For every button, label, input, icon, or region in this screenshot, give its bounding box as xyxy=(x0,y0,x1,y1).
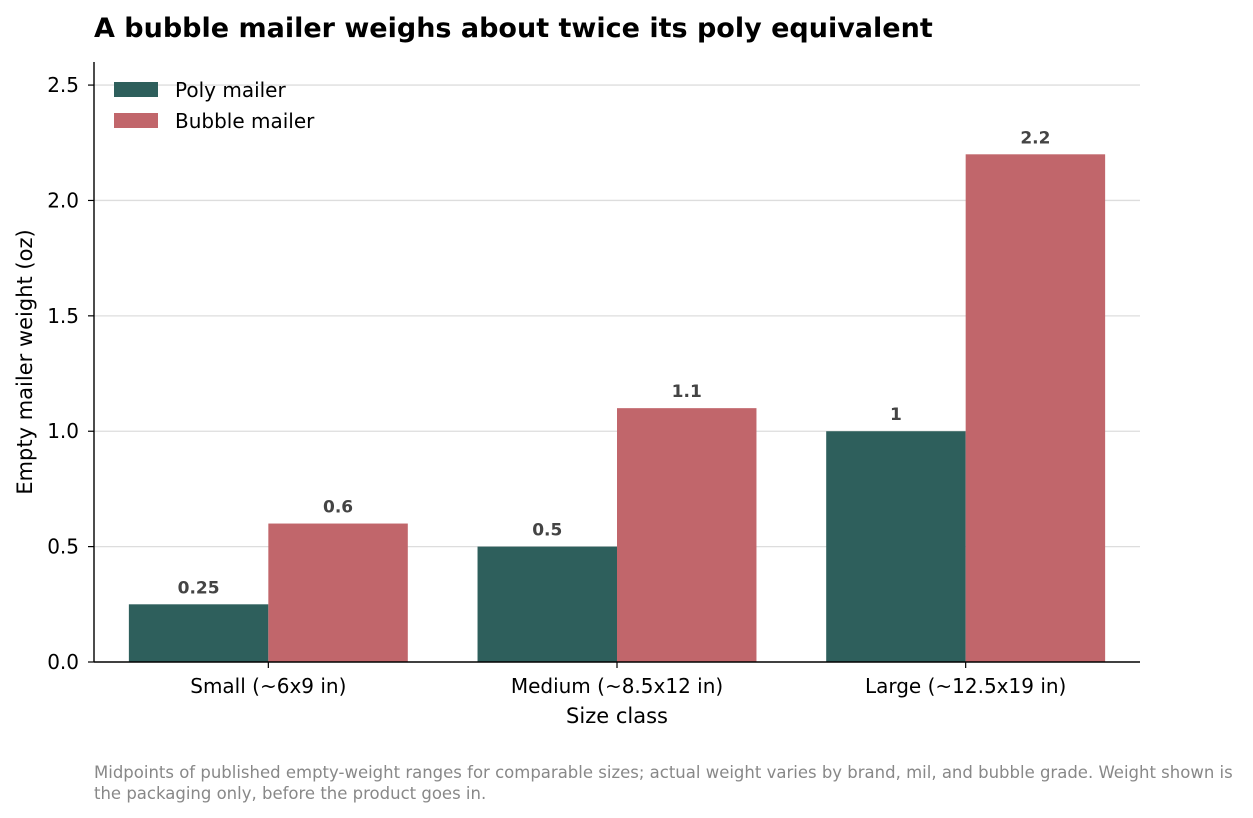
bar-poly-mailer xyxy=(826,431,966,662)
bar-value-label: 1.1 xyxy=(672,382,702,402)
y-tick-label: 2.0 xyxy=(47,188,79,212)
legend: Poly mailer Bubble mailer xyxy=(114,78,315,133)
bar-value-label: 2.2 xyxy=(1020,128,1050,148)
legend-swatch xyxy=(114,82,158,97)
x-tick-label: Medium (~8.5x12 in) xyxy=(511,674,723,698)
legend-label: Poly mailer xyxy=(175,78,286,102)
bar-poly-mailer xyxy=(477,546,617,662)
footnote: Midpoints of published empty-weight rang… xyxy=(94,763,1233,803)
x-axis-label: Size class xyxy=(566,704,668,728)
y-tick-label: 2.5 xyxy=(47,73,79,97)
bar-bubble-mailer xyxy=(965,154,1106,663)
data-labels: 0.25 0.6 0.5 1.1 1 2.2 xyxy=(178,128,1051,598)
y-axis-label: Empty mailer weight (oz) xyxy=(13,229,37,494)
bar-value-label: 0.5 xyxy=(532,521,562,541)
bar-value-label: 0.25 xyxy=(178,578,220,598)
legend-label: Bubble mailer xyxy=(175,109,315,133)
x-tick-label: Large (~12.5x19 in) xyxy=(865,674,1066,698)
bar-value-label: 0.6 xyxy=(323,498,353,518)
bar-bubble-mailer xyxy=(268,523,408,662)
bar-poly-mailer xyxy=(128,604,269,662)
y-tick-label: 1.0 xyxy=(47,419,79,443)
y-tick-label: 0.5 xyxy=(47,535,79,559)
chart-title: A bubble mailer weighs about twice its p… xyxy=(94,13,933,44)
legend-swatch xyxy=(114,113,158,128)
axes: 0.0 0.5 1.0 1.5 2.0 2.5 Small (~6x9 in) Medium … xyxy=(47,62,1140,698)
y-tick-label: 0.0 xyxy=(47,650,79,674)
bars xyxy=(128,154,1106,663)
x-tick-label: Small (~6x9 in) xyxy=(190,674,346,698)
bar-bubble-mailer xyxy=(617,408,757,662)
bar-value-label: 1 xyxy=(890,405,902,425)
y-tick-label: 1.5 xyxy=(47,304,79,328)
